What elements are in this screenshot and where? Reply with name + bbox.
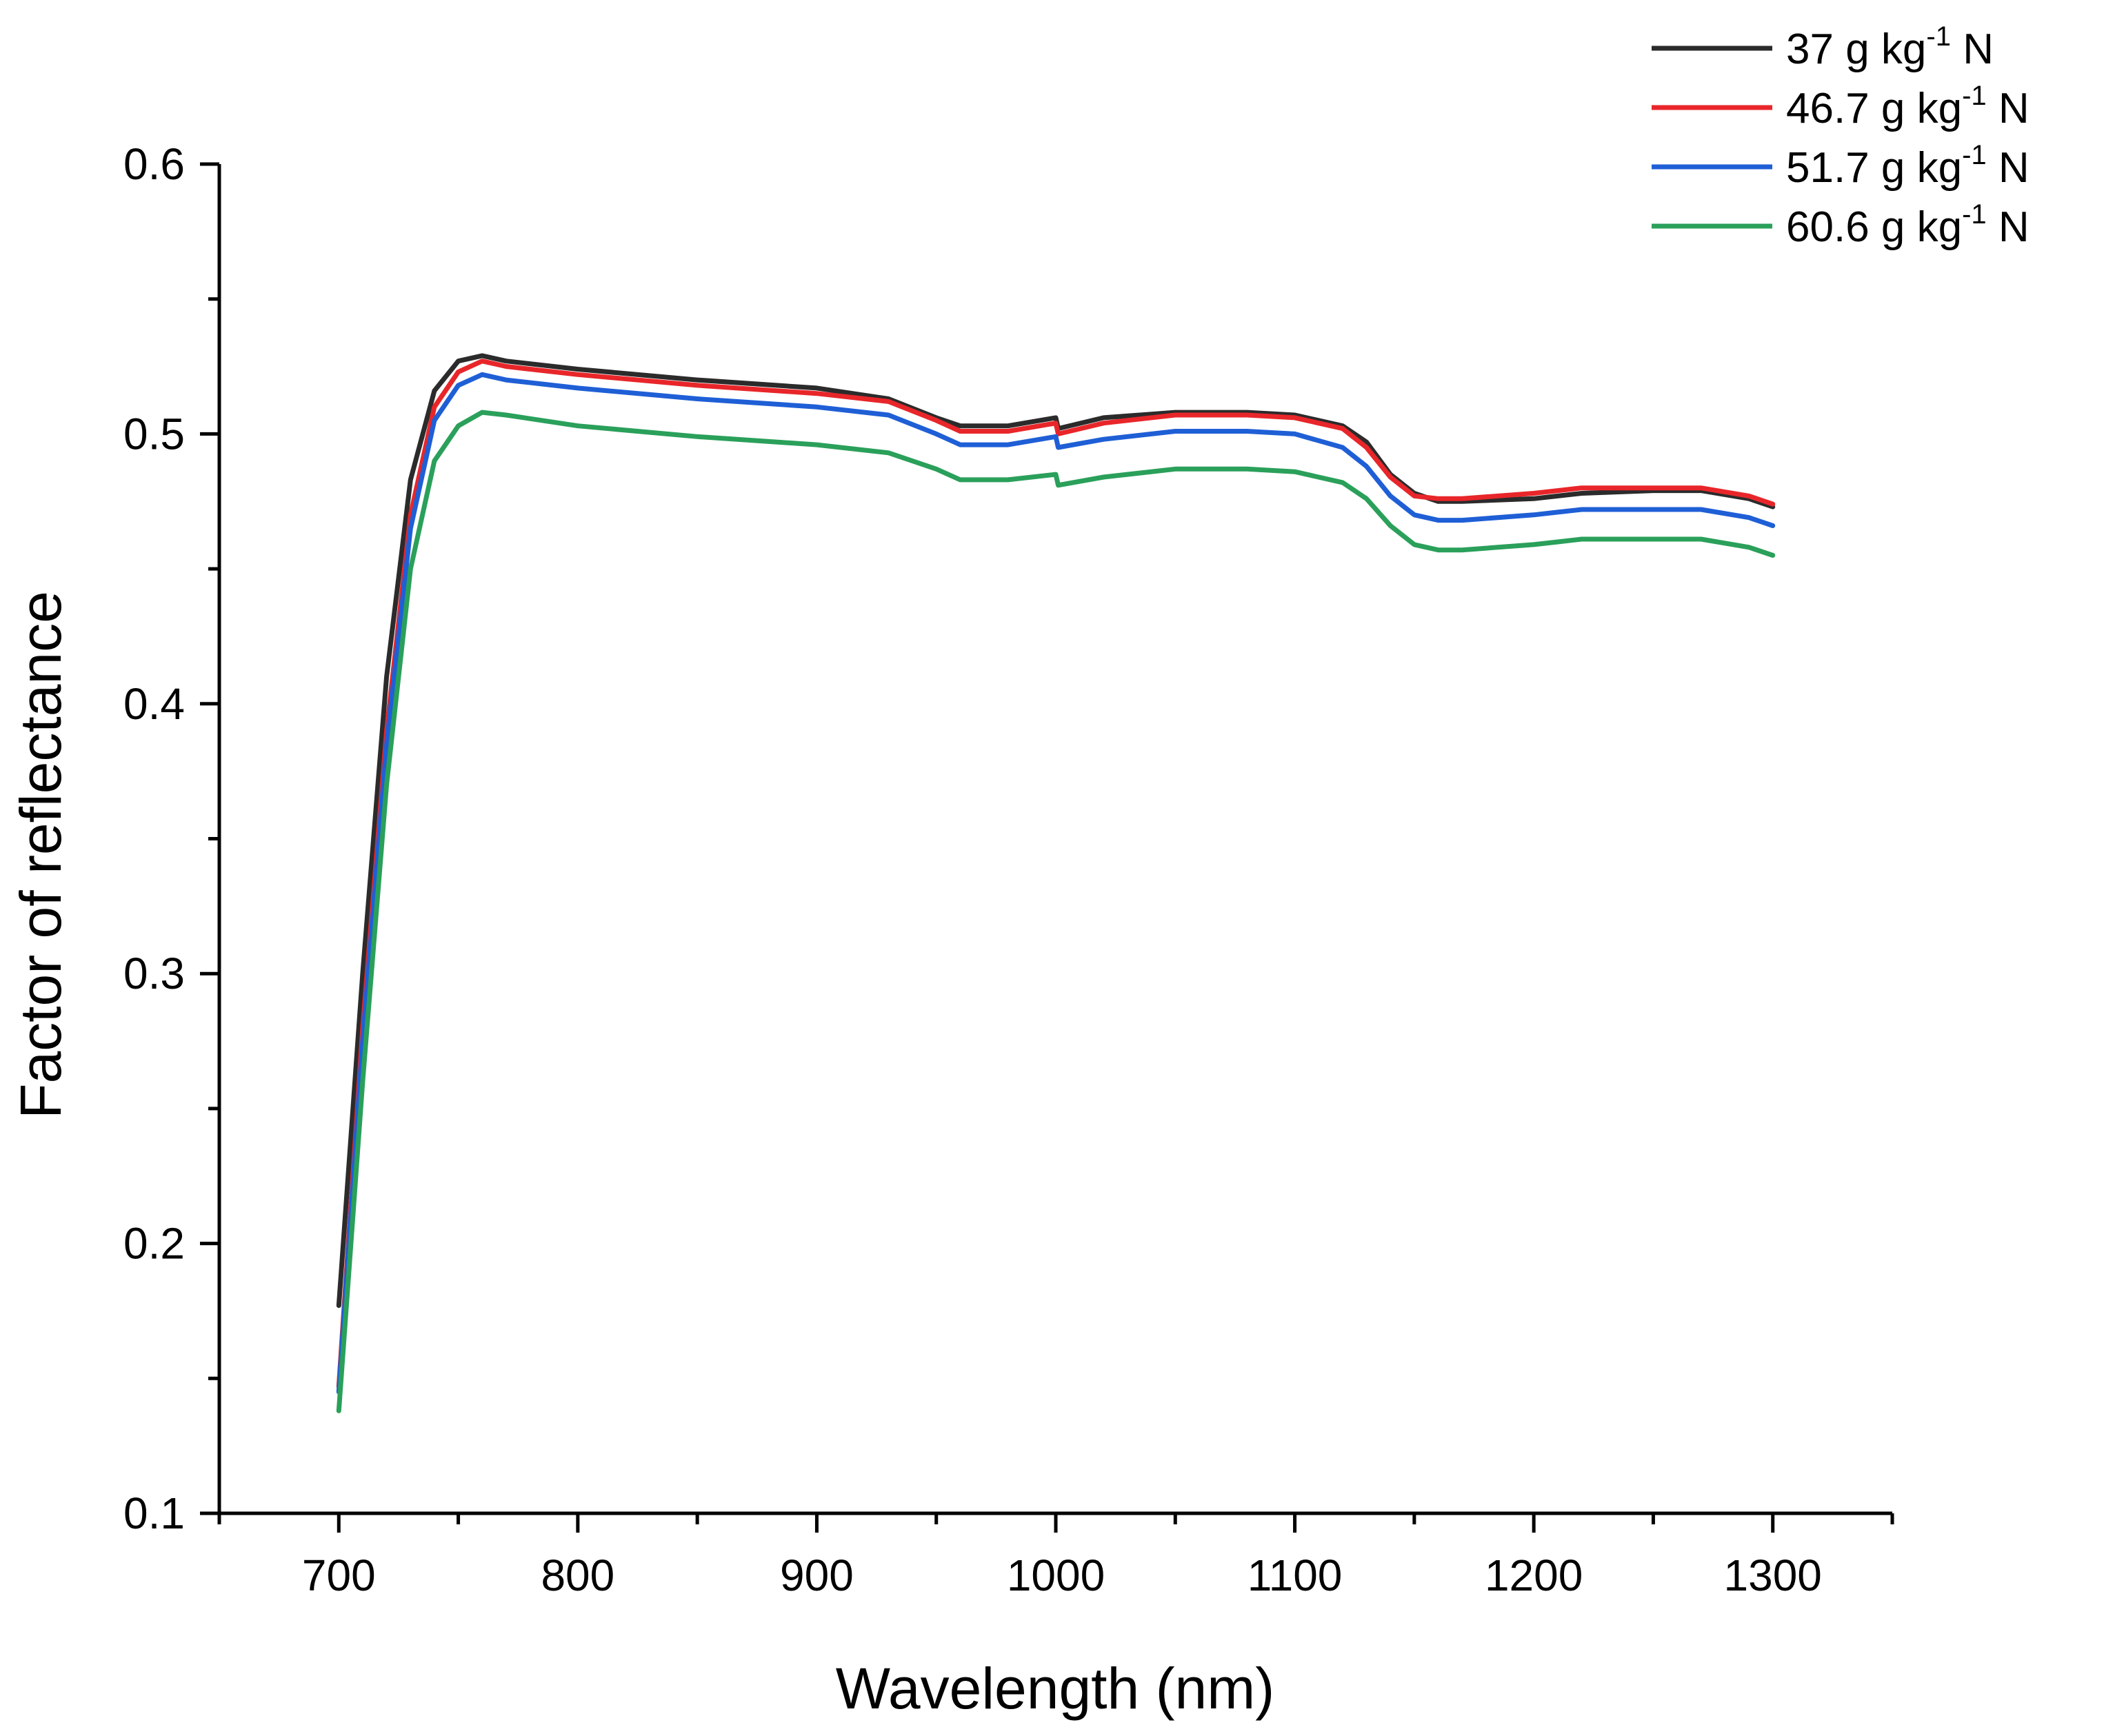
ticks: 700 800 900 1000 1100 1200 1300 0.1 0.2 0.3 0.4 0.5…: [123, 139, 1894, 1600]
x-tick-label: 900: [780, 1551, 854, 1600]
x-axis-title: Wavelength (nm): [836, 1656, 1274, 1721]
legend-label-1: 37 g kg-1 N: [1786, 21, 1994, 73]
y-tick-label: 0.2: [123, 1219, 185, 1269]
y-tick-label: 0.3: [123, 949, 185, 998]
legend-label-2: 46.7 g kg-1 N: [1786, 81, 2030, 132]
x-tick-label: 1300: [1724, 1551, 1822, 1600]
x-tick-label: 700: [302, 1551, 376, 1600]
x-tick-label: 1100: [1248, 1551, 1343, 1600]
x-tick-label: 800: [541, 1551, 614, 1600]
y-tick-label: 0.1: [123, 1488, 185, 1538]
series-line-1: [336, 353, 1776, 1309]
y-axis-title: Factor of reflectance: [8, 591, 73, 1119]
x-tick-label: 1000: [1007, 1551, 1105, 1600]
y-tick-label: 0.5: [123, 409, 185, 458]
series-line-3: [336, 372, 1776, 1395]
y-tick-label: 0.6: [123, 139, 185, 189]
legend: 37 g kg-1 N 46.7 g kg-1 N 51.7 g kg-1 N 60.…: [1652, 21, 2030, 251]
legend-label-4: 60.6 g kg-1 N: [1786, 199, 2030, 251]
series-line-4: [336, 410, 1776, 1413]
series-line-2: [336, 359, 1776, 1389]
legend-label-3: 51.7 g kg-1 N: [1786, 140, 2030, 192]
y-tick-label: 0.4: [123, 679, 185, 729]
plot-lines: [336, 353, 1776, 1413]
x-tick-label: 1200: [1485, 1551, 1583, 1600]
